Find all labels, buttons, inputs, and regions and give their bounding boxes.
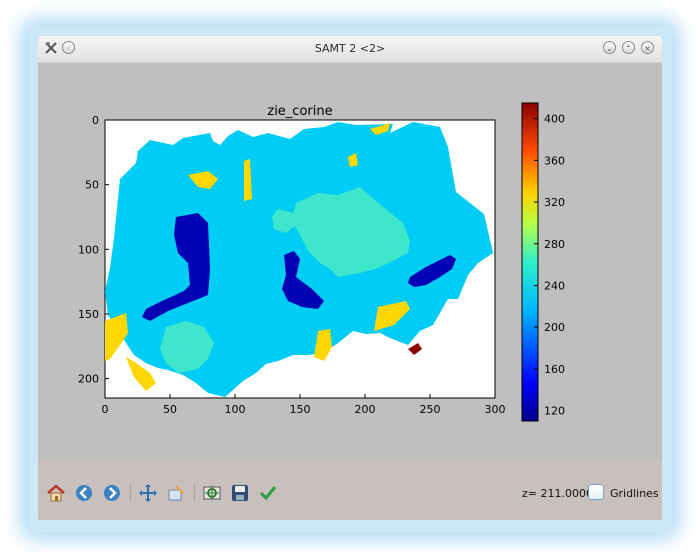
map-region-aqua-2 [160,321,214,373]
y-tick-label: 50 [85,179,99,192]
colorbar-tick-label: 400 [544,113,565,126]
colorbar [521,102,539,422]
close-button[interactable]: × [641,41,654,54]
y-tick-label: 0 [92,114,99,127]
check-icon[interactable] [258,483,278,503]
home-icon[interactable] [46,483,66,503]
x-tick-label: 50 [163,403,177,416]
y-tick-label: 100 [78,243,99,256]
app-window: · SAMT 2 <2> ⌄ ⌃ × [38,36,662,520]
app-icon [44,40,58,54]
x-tick-label: 150 [290,403,311,416]
map-region-yellow-7 [348,153,358,167]
y-tick-label: 150 [78,308,99,321]
menu-button[interactable]: · [62,40,75,54]
colorbar-tick-label: 360 [544,154,565,167]
colorbar-tick-label: 320 [544,196,565,209]
pan-icon[interactable] [138,483,158,503]
y-tick-label: 200 [78,373,99,386]
colorbar-ticks: 120 160 200 240 280 320 360 400 [534,113,565,418]
x-axis: 0 50 100 150 200 250 300 [102,394,506,416]
map-region-yellow-3 [374,301,410,331]
save-icon[interactable] [230,483,250,503]
zoom-icon[interactable] [166,483,186,503]
back-icon[interactable] [74,483,94,503]
forward-icon[interactable] [102,483,122,503]
colorbar-tick-label: 240 [544,279,565,292]
y-axis: 0 50 100 150 200 [78,114,109,386]
colorbar-tick-label: 200 [544,321,565,334]
toolbar: z= 211.0000 Gridlines [38,460,662,520]
gridlines-label: Gridlines [610,487,659,500]
colorbar-tick-label: 160 [544,363,565,376]
window-title: SAMT 2 <2> [314,42,386,55]
map-region-yellow-6 [244,159,252,201]
map-region-yellow-5 [188,171,218,189]
map-region-yellow-1 [105,313,128,361]
map-region-low-2 [282,251,324,309]
map-region-aqua-3 [272,209,296,233]
map-region-yellow-2 [126,357,156,391]
x-tick-label: 200 [355,403,376,416]
map-region-yellow-4 [314,329,332,361]
map-region-high [408,343,422,355]
x-tick-label: 300 [485,403,506,416]
toolbar-separator [194,484,195,502]
map-region-low-3 [408,255,456,287]
map-region-yellow-8 [370,123,390,135]
maximize-button[interactable]: ⌃ [622,41,635,54]
configure-icon[interactable] [202,483,222,503]
toolbar-separator [130,484,131,502]
plot-canvas[interactable]: 0 50 100 150 200 250 300 0 50 100 150 200 zie_cori… [38,63,662,460]
gridlines-checkbox[interactable] [588,484,604,500]
x-tick-label: 250 [420,403,441,416]
colorbar-tick-label: 120 [544,405,565,418]
z-value-readout: z= 211.0000 [522,487,593,500]
colorbar-tick-label: 280 [544,238,565,251]
minimize-button[interactable]: ⌄ [603,41,616,54]
plot-title: zie_corine [267,104,332,119]
x-tick-label: 0 [102,403,109,416]
title-bar: · SAMT 2 <2> ⌄ ⌃ × [38,36,662,63]
map-region-low-1 [142,213,210,321]
map-region-aqua-1 [292,187,410,277]
x-tick-label: 100 [225,403,246,416]
heatmap-chart: 0 50 100 150 200 250 300 0 50 100 150 200 zie_cori… [78,102,565,422]
